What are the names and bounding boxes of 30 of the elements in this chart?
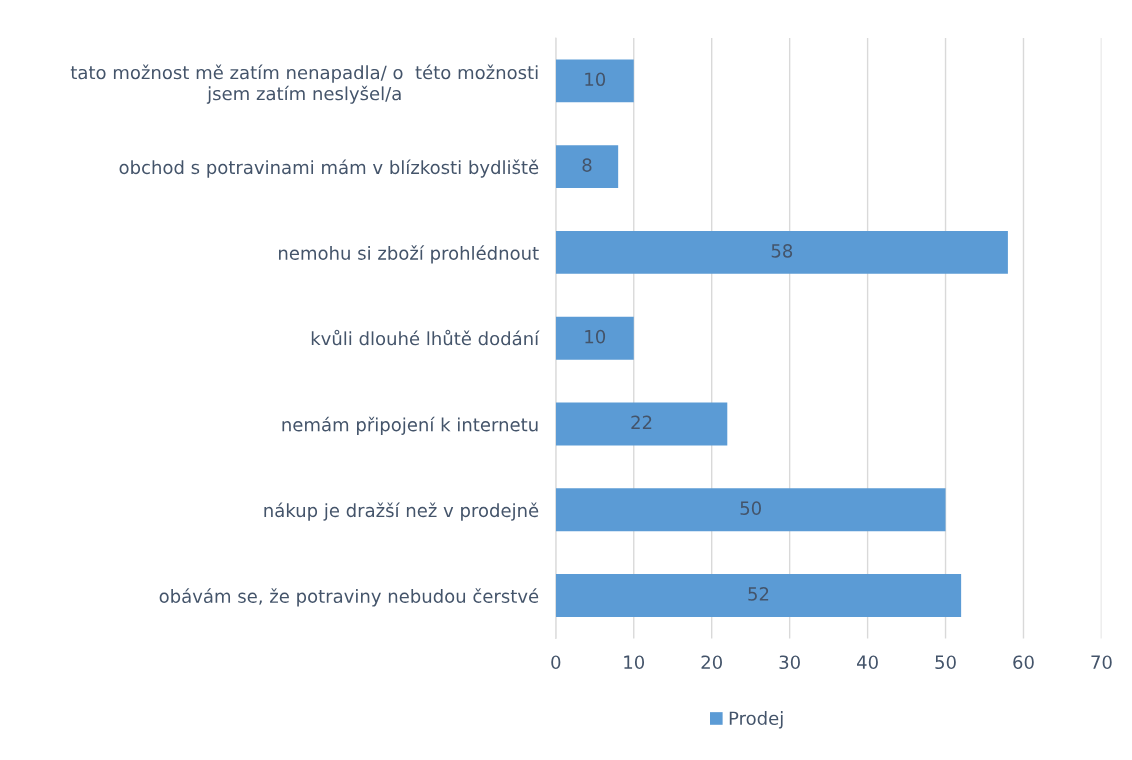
bar — [555, 316, 634, 360]
x-tick-label: 20 — [701, 655, 722, 670]
data-label: 22 — [631, 415, 652, 429]
x-tick-label: 60 — [1013, 655, 1034, 670]
data-label: 52 — [748, 587, 769, 601]
x-tick-label: 0 — [551, 655, 561, 670]
y-tick-label: kvůli dlouhé lhůtě dodání — [311, 329, 540, 346]
y-tick-label: nemám připojení k internetu — [282, 416, 538, 435]
data-label: 50 — [740, 501, 761, 515]
bar — [555, 145, 619, 189]
y-tick-label: nemohu si zboží prohlédnout — [279, 245, 539, 264]
y-tick-label: tato možnost mě zatím nenapadla/ o této možnosti jsem zatím neslyšel/a — [70, 64, 538, 104]
data-label: 10 — [585, 329, 606, 344]
x-tick-label: 50 — [935, 655, 956, 670]
x-tick-label: 70 — [1091, 655, 1112, 670]
y-tick-label: nákup je dražší než v prodejně — [264, 502, 539, 521]
bar — [555, 402, 728, 446]
bar — [555, 574, 962, 617]
data-label: 10 — [585, 72, 606, 87]
data-label: 8 — [582, 158, 592, 172]
y-tick-label: obávám se, že potraviny nebudou čerstvé — [159, 588, 539, 607]
data-label: 58 — [771, 244, 793, 258]
bar — [555, 230, 1008, 274]
x-tick-label: 30 — [779, 655, 800, 670]
x-tick-label: 10 — [624, 655, 645, 670]
legend-label: Prodej — [729, 711, 783, 729]
bar — [555, 488, 946, 532]
y-tick-label: obchod s potravinami mám v blízkosti bydliště — [119, 159, 539, 178]
bar — [555, 59, 634, 103]
x-tick-label: 40 — [856, 655, 878, 670]
